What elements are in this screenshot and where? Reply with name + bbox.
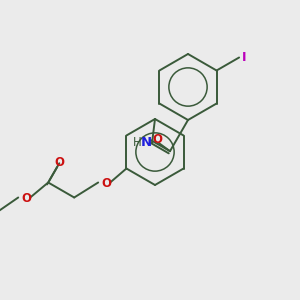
Text: I: I bbox=[242, 51, 247, 64]
Text: H: H bbox=[133, 136, 142, 149]
Text: O: O bbox=[152, 133, 162, 146]
Text: O: O bbox=[21, 192, 31, 205]
Text: O: O bbox=[55, 156, 65, 169]
Text: N: N bbox=[141, 136, 152, 149]
Text: O: O bbox=[101, 177, 111, 190]
